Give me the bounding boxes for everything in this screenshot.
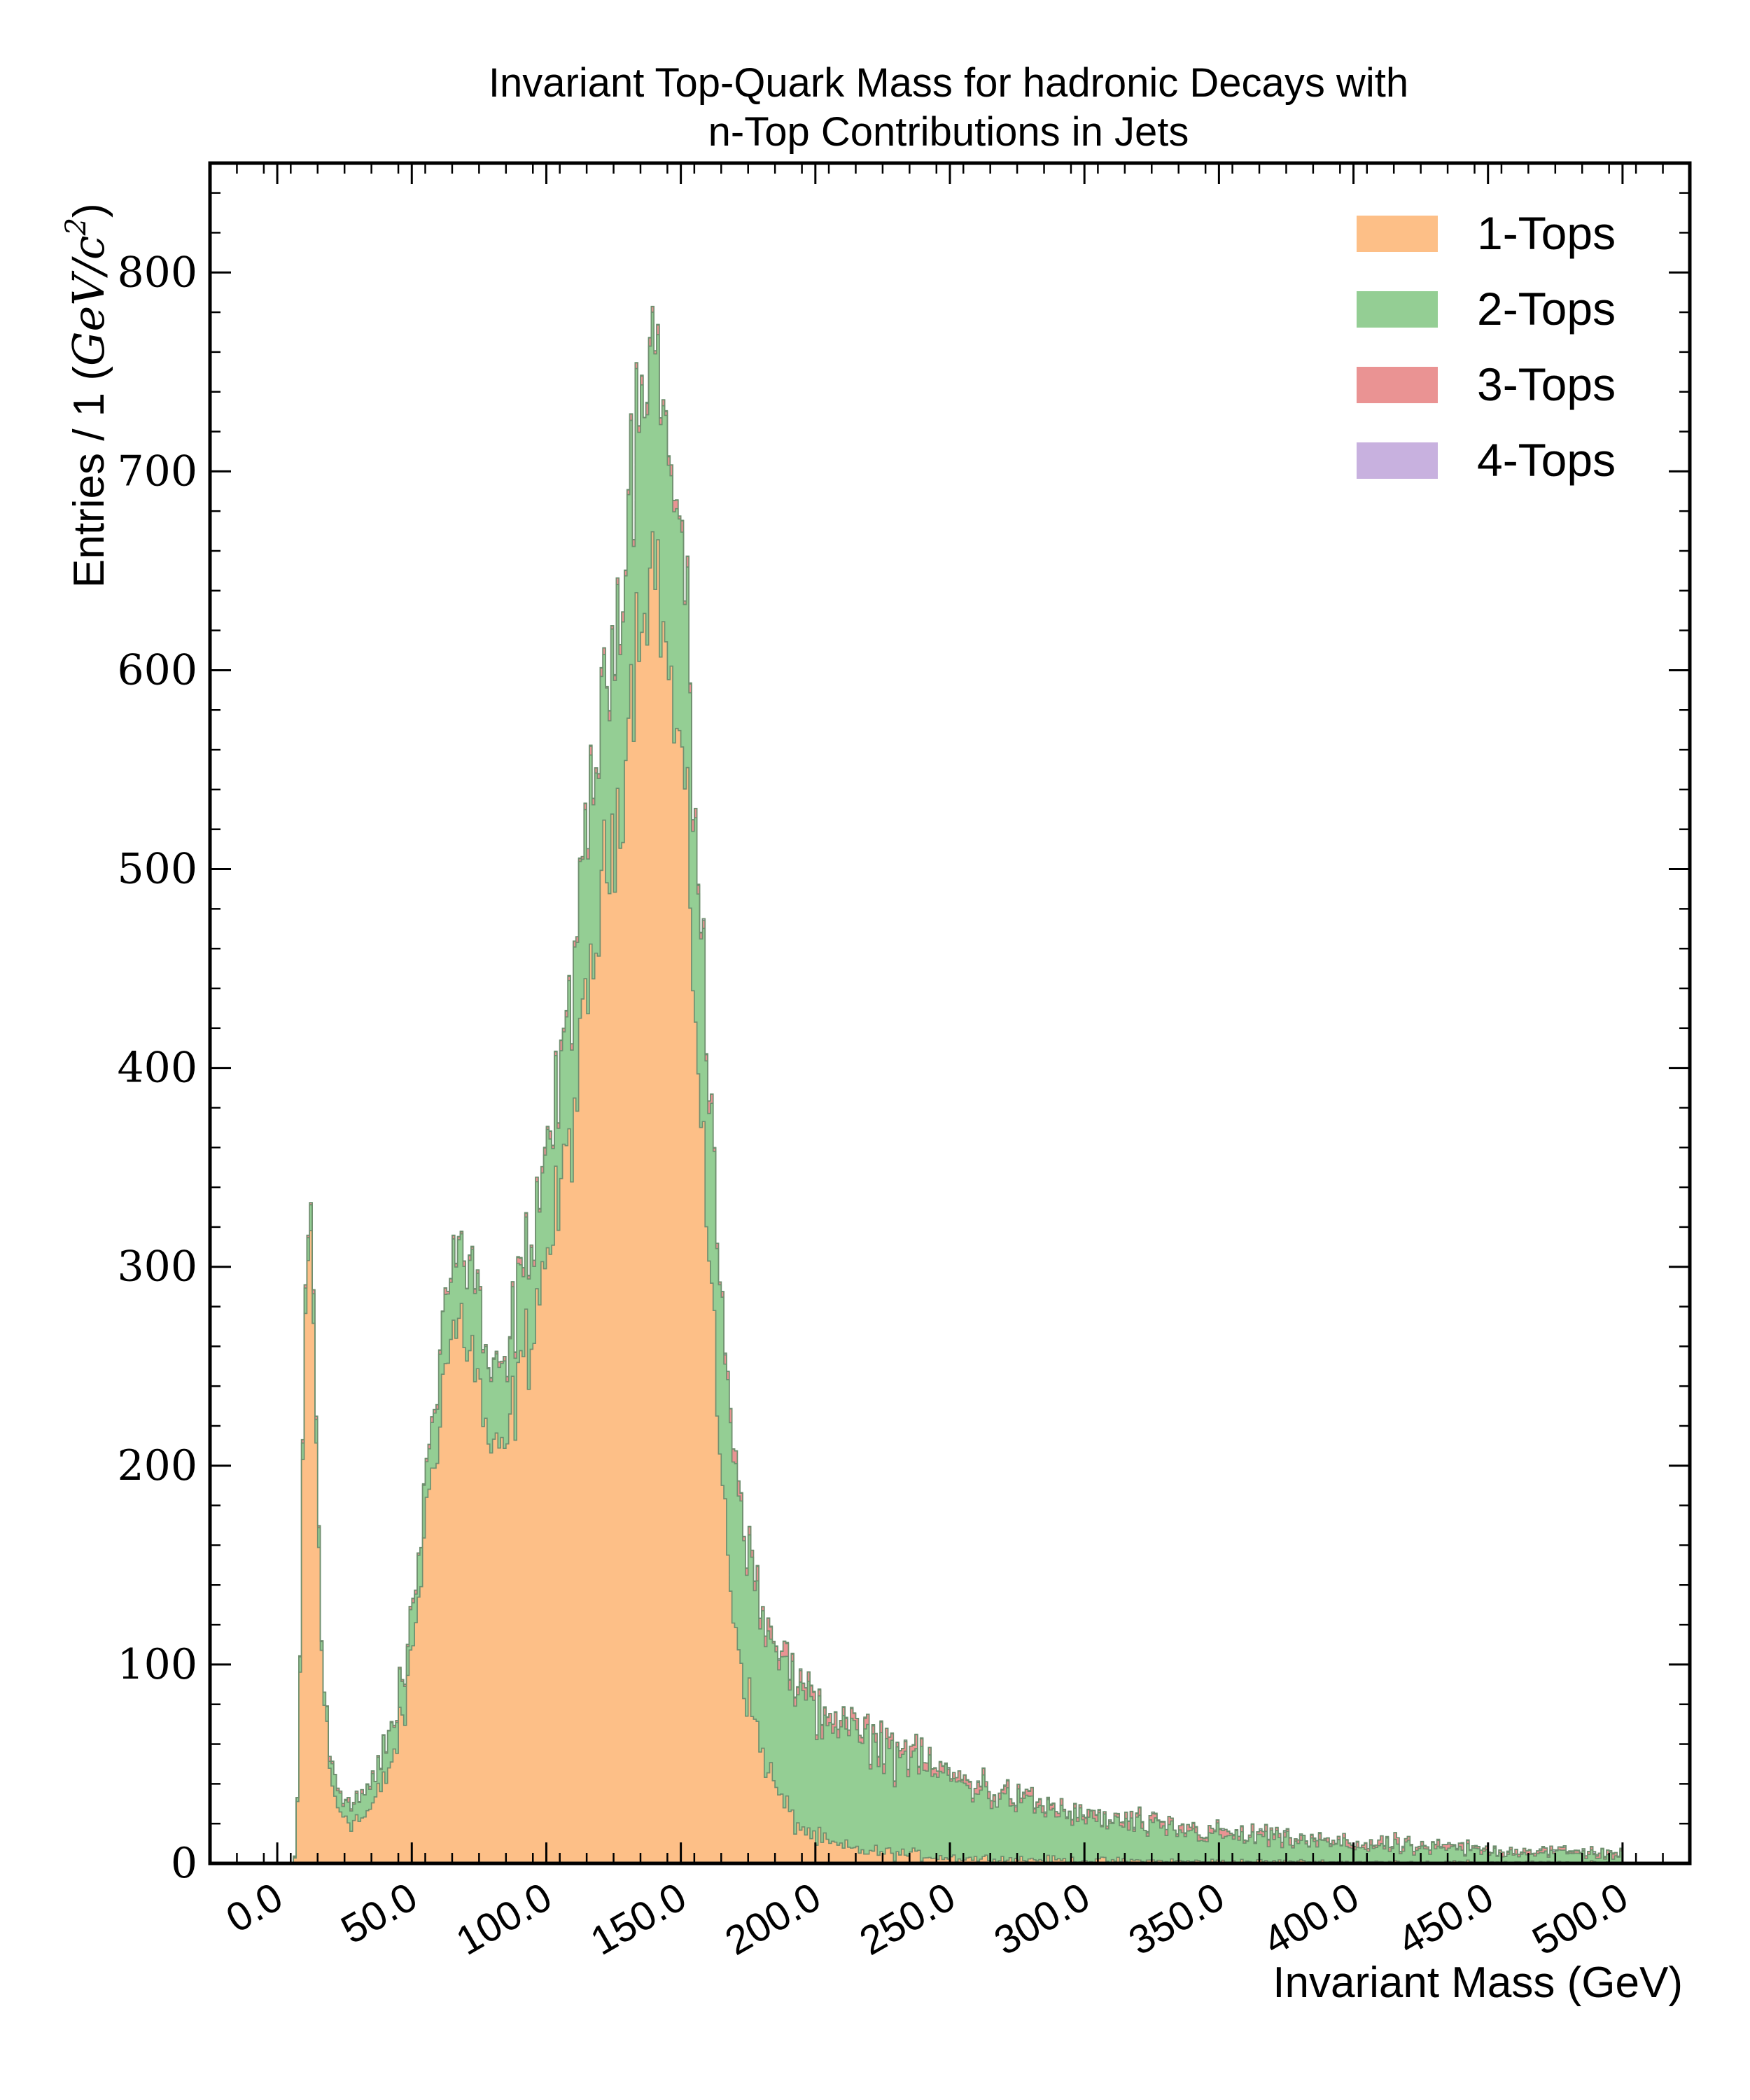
series-4-tops-area xyxy=(277,305,1623,1864)
y-axis-label-text: Entries / 1 ( xyxy=(65,366,113,588)
legend-label-3-tops: 3-Tops xyxy=(1477,358,1616,410)
y-tick-label: 400 xyxy=(117,1044,197,1093)
y-axis-label-close: ) xyxy=(65,203,113,218)
legend-swatch-4-tops xyxy=(1357,442,1438,479)
y-axis-label-unit: GeV/c xyxy=(63,235,114,366)
legend-label-1-tops: 1-Tops xyxy=(1477,207,1616,259)
x-axis-label: Invariant Mass (GeV) xyxy=(1273,1959,1683,2007)
y-axis-label: Entries / 1 (GeV/c2) xyxy=(60,203,114,588)
y-tick-label: 100 xyxy=(117,1640,197,1689)
legend: 1-Tops 2-Tops 3-Tops 4-Tops xyxy=(1357,207,1616,486)
y-tick-label: 500 xyxy=(117,845,197,894)
y-tick-label: 0 xyxy=(171,1839,197,1888)
legend-label-2-tops: 2-Tops xyxy=(1477,283,1616,335)
legend-label-4-tops: 4-Tops xyxy=(1477,434,1616,486)
plot-frame xyxy=(208,161,1692,1865)
y-tick-label: 600 xyxy=(117,645,197,694)
chart-title-line-2: n-Top Contributions in Jets xyxy=(708,109,1189,155)
legend-swatch-3-tops xyxy=(1357,367,1438,403)
y-tick-label: 700 xyxy=(117,447,197,496)
legend-swatch-2-tops xyxy=(1357,291,1438,328)
y-axis-label-sup: 2 xyxy=(60,218,92,236)
legend-swatch-1-tops xyxy=(1357,216,1438,252)
y-tick-label: 200 xyxy=(117,1441,197,1490)
chart-title-line-1: Invariant Top-Quark Mass for hadronic De… xyxy=(489,60,1408,106)
y-tick-label: 300 xyxy=(117,1242,197,1292)
y-tick-label: 800 xyxy=(117,248,197,297)
